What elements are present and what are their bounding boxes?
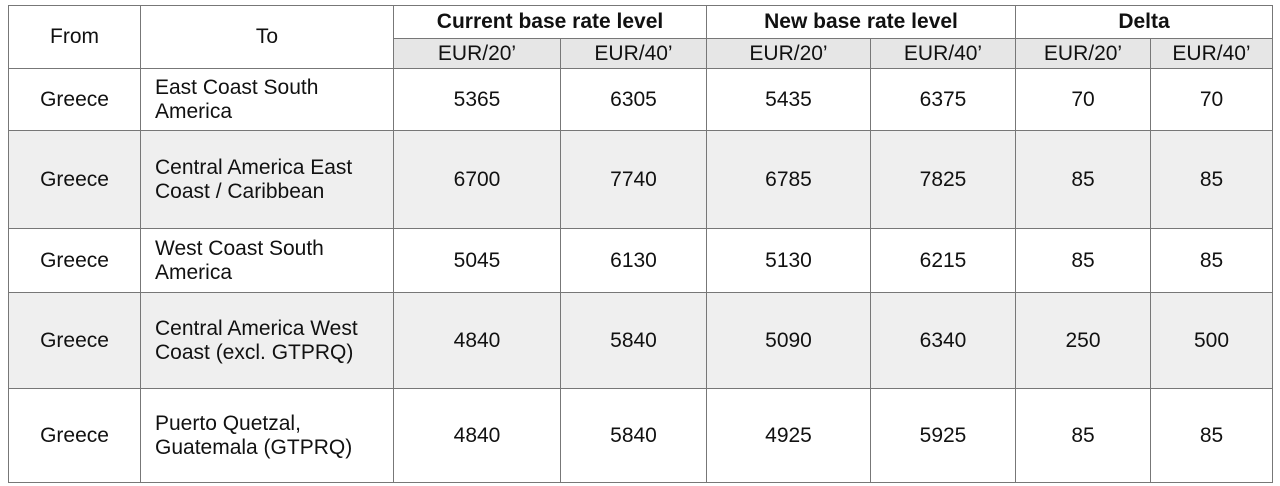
rate-cell: 5130 [706, 228, 871, 293]
rate-cell: 85 [1149, 388, 1274, 483]
rate-cell: 4840 [393, 388, 561, 483]
rate-cell: 4925 [706, 388, 871, 483]
to-cell: West Coast South America [140, 228, 394, 293]
table-body: Greece East Coast South America 5365 6305 54… [8, 68, 1274, 483]
subheader-cell: EUR/20’ [706, 38, 871, 69]
table-row: Greece Puerto Quetzal, Guatemala (GTPRQ) 4… [8, 388, 1274, 483]
table-row: Greece East Coast South America 5365 6305 54… [8, 68, 1274, 131]
rate-cell: 7825 [870, 130, 1016, 229]
rate-cell: 85 [1149, 228, 1274, 293]
group-header: Current base rate level [393, 5, 707, 39]
subheader-cell: EUR/20’ [1015, 38, 1151, 69]
rate-cell: 85 [1015, 388, 1151, 483]
rate-cell: 6340 [870, 292, 1016, 389]
from-cell: Greece [8, 130, 141, 229]
table-row: Greece Central America East Coast / Carib… [8, 130, 1274, 229]
rate-cell: 85 [1015, 228, 1151, 293]
from-cell: Greece [8, 292, 141, 389]
rate-cell: 4840 [393, 292, 561, 389]
rate-cell: 5090 [706, 292, 871, 389]
from-cell: Greece [8, 388, 141, 483]
subheader-cell: EUR/20’ [393, 38, 561, 69]
rate-cell: 250 [1015, 292, 1151, 389]
rate-cell: 85 [1015, 130, 1151, 229]
table-row: Greece Central America West Coast (excl. … [8, 292, 1274, 389]
rate-cell: 70 [1015, 68, 1151, 131]
group-header: Delta [1014, 5, 1274, 39]
to-cell: Puerto Quetzal, Guatemala (GTPRQ) [140, 388, 394, 483]
rate-cell: 6375 [870, 68, 1016, 131]
rate-cell: 5045 [393, 228, 561, 293]
header-row: From To Current base rate level New base… [8, 5, 1274, 69]
from-cell: Greece [8, 68, 141, 131]
header-cell: From [8, 5, 141, 69]
subheader-cell: EUR/40’ [1149, 38, 1274, 69]
rate-cell: 6130 [560, 228, 707, 293]
rate-cell: 5840 [560, 388, 707, 483]
rate-cell: 5840 [560, 292, 707, 389]
header-cell: To [140, 5, 394, 69]
subheader-cell: EUR/40’ [870, 38, 1016, 69]
rate-table: From To Current base rate level New base… [8, 5, 1274, 483]
group-header: New base rate level [706, 5, 1016, 39]
to-cell: Central America West Coast (excl. GTPRQ) [140, 292, 394, 389]
to-cell: Central America East Coast / Caribbean [140, 130, 394, 229]
rate-cell: 6700 [393, 130, 561, 229]
rate-cell: 500 [1149, 292, 1274, 389]
rate-cell: 85 [1149, 130, 1274, 229]
rate-cell: 5365 [393, 68, 561, 131]
rate-cell: 6305 [560, 68, 707, 131]
rate-cell: 7740 [560, 130, 707, 229]
subheader-row: EUR/20’ EUR/40’ EUR/20’ EUR/40’ EUR/20’ EUR/4… [9, 38, 1274, 69]
rate-cell: 6215 [870, 228, 1016, 293]
from-cell: Greece [8, 228, 141, 293]
rate-cell: 6785 [706, 130, 871, 229]
subheader-cell: EUR/40’ [560, 38, 707, 69]
rate-cell: 70 [1149, 68, 1274, 131]
rate-cell: 5925 [870, 388, 1016, 483]
table-row: Greece West Coast South America 5045 6130 51… [8, 228, 1274, 293]
rate-cell: 5435 [706, 68, 871, 131]
to-cell: East Coast South America [140, 68, 394, 131]
